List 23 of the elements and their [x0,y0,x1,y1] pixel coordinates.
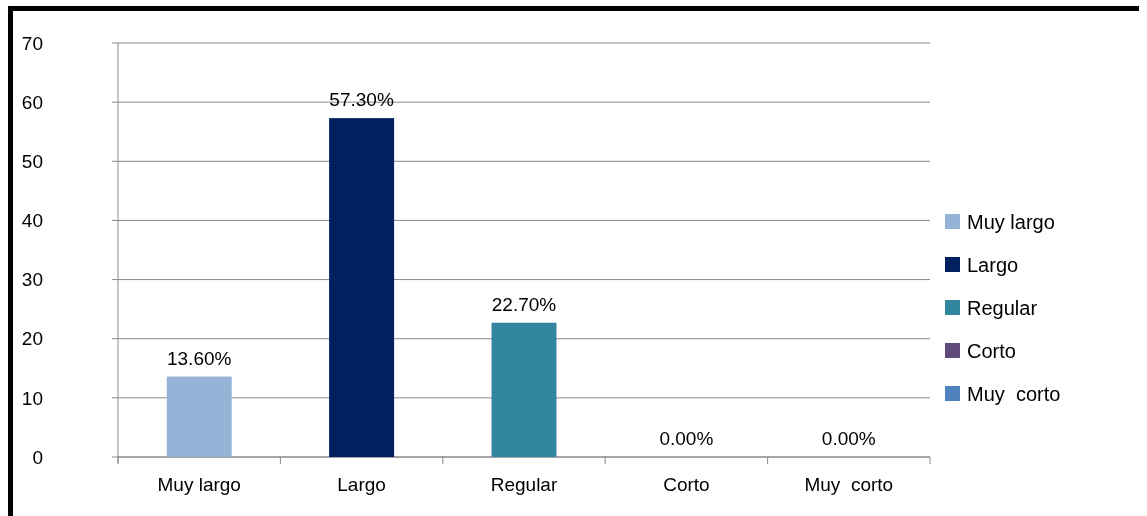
legend-label: Muy largo [967,211,1055,233]
y-tick-label: 10 [21,387,43,409]
y-tick-label: 70 [21,32,43,54]
x-tick-label: Muy largo [157,474,241,495]
legend-label: Corto [967,340,1016,362]
y-tick-label: 40 [21,210,43,232]
legend-label: Largo [967,254,1019,276]
y-tick-label: 30 [21,269,43,291]
x-tick-label: Muy corto [804,474,894,495]
x-tick-label: Corto [663,474,710,495]
legend-label: Regular [967,297,1038,319]
data-label: 57.30% [329,89,394,111]
data-label: 13.60% [166,347,232,369]
legend-label: Muy corto [967,383,1061,405]
y-tick-label: 60 [21,91,43,113]
data-label: 0.00% [659,428,714,449]
x-tick-label: Largo [337,474,386,495]
data-label: 22.70% [491,293,557,315]
y-tick-label: 50 [21,150,43,172]
data-label: 0.00% [821,428,876,449]
y-tick-label: 0 [32,446,43,468]
y-tick-label: 20 [21,328,43,350]
x-tick-label: Regular [490,474,558,495]
